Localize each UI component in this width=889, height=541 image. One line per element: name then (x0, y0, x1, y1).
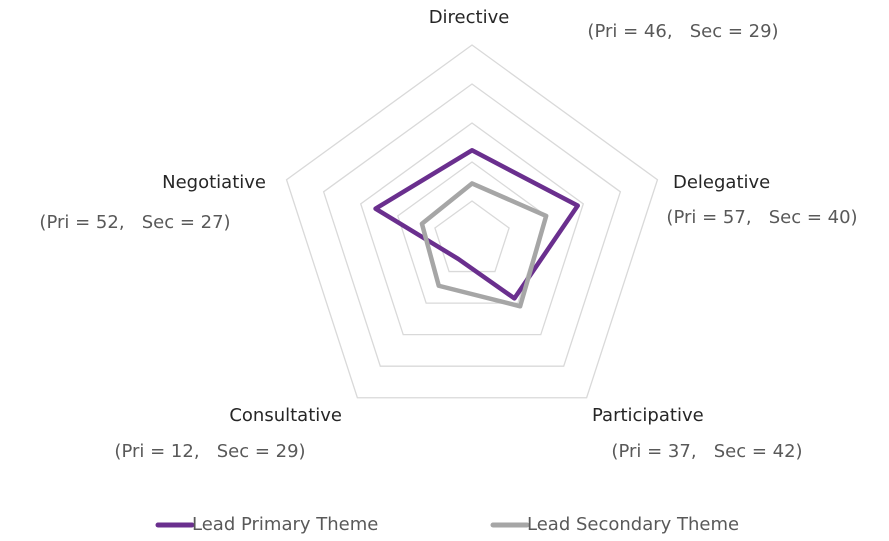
axis-label: Delegative (673, 172, 770, 193)
axis-label: Directive (429, 7, 510, 28)
grid-ring (359, 122, 585, 336)
legend-label: Lead Secondary Theme (527, 514, 739, 535)
annotation: (Pri = 37, Sec = 42) (611, 441, 802, 462)
grid-ring (397, 161, 547, 304)
axis-label: Negotiative (162, 172, 266, 193)
grid-ring (285, 44, 659, 399)
grid-ring (322, 83, 622, 367)
annotation: (Pri = 12, Sec = 29) (114, 441, 305, 462)
legend-label: Lead Primary Theme (192, 514, 378, 535)
annotation: (Pri = 46, Sec = 29) (587, 21, 778, 42)
axis-label: Consultative (229, 405, 342, 426)
axis-label: Participative (592, 405, 704, 426)
annotation: (Pri = 52, Sec = 27) (39, 212, 230, 233)
series-line (419, 181, 549, 309)
annotation: (Pri = 57, Sec = 40) (666, 207, 857, 228)
series-line (373, 148, 580, 301)
grid-ring (434, 200, 510, 273)
